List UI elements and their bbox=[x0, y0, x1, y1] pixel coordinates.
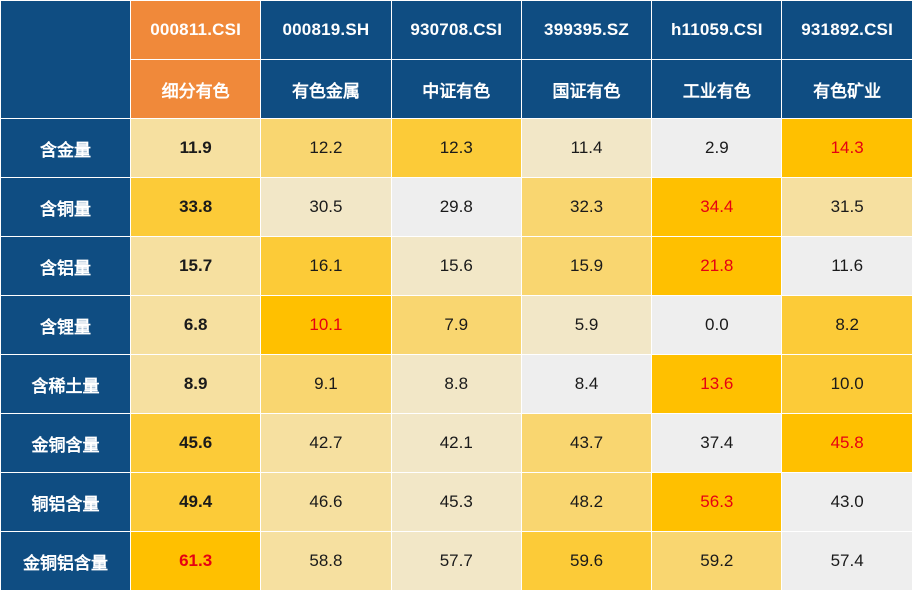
cell-r7-c1: 58.8 bbox=[261, 532, 391, 591]
cell-r3-c5: 8.2 bbox=[782, 296, 912, 355]
header-code-row: 000811.CSI 000819.SH 930708.CSI 399395.S… bbox=[1, 1, 912, 60]
cell-r5-c0: 45.6 bbox=[131, 414, 261, 473]
column-code-4: h11059.CSI bbox=[652, 1, 782, 60]
column-code-0: 000811.CSI bbox=[131, 1, 261, 60]
cell-r5-c2: 42.1 bbox=[391, 414, 521, 473]
cell-r0-c0: 11.9 bbox=[131, 119, 261, 178]
cell-r5-c1: 42.7 bbox=[261, 414, 391, 473]
row-label-7: 金铜铝含量 bbox=[1, 532, 131, 591]
cell-r4-c3: 8.4 bbox=[521, 355, 651, 414]
column-name-0: 细分有色 bbox=[131, 60, 261, 119]
cell-r2-c5: 11.6 bbox=[782, 237, 912, 296]
row-label-5: 金铜含量 bbox=[1, 414, 131, 473]
cell-r3-c1: 10.1 bbox=[261, 296, 391, 355]
cell-r0-c4: 2.9 bbox=[652, 119, 782, 178]
column-name-1: 有色金属 bbox=[261, 60, 391, 119]
column-name-4: 工业有色 bbox=[652, 60, 782, 119]
row-label-4: 含稀土量 bbox=[1, 355, 131, 414]
cell-r7-c0: 61.3 bbox=[131, 532, 261, 591]
corner-cell bbox=[1, 1, 131, 119]
cell-r5-c4: 37.4 bbox=[652, 414, 782, 473]
cell-r0-c2: 12.3 bbox=[391, 119, 521, 178]
row-label-6: 铜铝含量 bbox=[1, 473, 131, 532]
cell-r4-c0: 8.9 bbox=[131, 355, 261, 414]
column-code-2: 930708.CSI bbox=[391, 1, 521, 60]
header-name-row: 细分有色 有色金属 中证有色 国证有色 工业有色 有色矿业 bbox=[1, 60, 912, 119]
row-label-1: 含铜量 bbox=[1, 178, 131, 237]
cell-r7-c3: 59.6 bbox=[521, 532, 651, 591]
cell-r4-c4: 13.6 bbox=[652, 355, 782, 414]
cell-r0-c5: 14.3 bbox=[782, 119, 912, 178]
cell-r1-c3: 32.3 bbox=[521, 178, 651, 237]
cell-r6-c2: 45.3 bbox=[391, 473, 521, 532]
cell-r3-c4: 0.0 bbox=[652, 296, 782, 355]
cell-r6-c4: 56.3 bbox=[652, 473, 782, 532]
column-name-3: 国证有色 bbox=[521, 60, 651, 119]
cell-r2-c0: 15.7 bbox=[131, 237, 261, 296]
cell-r6-c0: 49.4 bbox=[131, 473, 261, 532]
cell-r6-c1: 46.6 bbox=[261, 473, 391, 532]
cell-r2-c3: 15.9 bbox=[521, 237, 651, 296]
cell-r5-c5: 45.8 bbox=[782, 414, 912, 473]
cell-r1-c2: 29.8 bbox=[391, 178, 521, 237]
cell-r7-c5: 57.4 bbox=[782, 532, 912, 591]
cell-r1-c1: 30.5 bbox=[261, 178, 391, 237]
cell-r1-c0: 33.8 bbox=[131, 178, 261, 237]
cell-r7-c4: 59.2 bbox=[652, 532, 782, 591]
cell-r6-c5: 43.0 bbox=[782, 473, 912, 532]
row-label-0: 含金量 bbox=[1, 119, 131, 178]
column-code-5: 931892.CSI bbox=[782, 1, 912, 60]
cell-r3-c0: 6.8 bbox=[131, 296, 261, 355]
cell-r0-c1: 12.2 bbox=[261, 119, 391, 178]
cell-r4-c5: 10.0 bbox=[782, 355, 912, 414]
cell-r2-c1: 16.1 bbox=[261, 237, 391, 296]
cell-r6-c3: 48.2 bbox=[521, 473, 651, 532]
cell-r3-c3: 5.9 bbox=[521, 296, 651, 355]
cell-r3-c2: 7.9 bbox=[391, 296, 521, 355]
row-label-2: 含铝量 bbox=[1, 237, 131, 296]
row-label-3: 含锂量 bbox=[1, 296, 131, 355]
column-name-5: 有色矿业 bbox=[782, 60, 912, 119]
cell-r4-c2: 8.8 bbox=[391, 355, 521, 414]
column-code-3: 399395.SZ bbox=[521, 1, 651, 60]
cell-r1-c5: 31.5 bbox=[782, 178, 912, 237]
cell-r4-c1: 9.1 bbox=[261, 355, 391, 414]
cell-r2-c4: 21.8 bbox=[652, 237, 782, 296]
cell-r7-c2: 57.7 bbox=[391, 532, 521, 591]
cell-r5-c3: 43.7 bbox=[521, 414, 651, 473]
cell-r2-c2: 15.6 bbox=[391, 237, 521, 296]
cell-r1-c4: 34.4 bbox=[652, 178, 782, 237]
cell-r0-c3: 11.4 bbox=[521, 119, 651, 178]
column-name-2: 中证有色 bbox=[391, 60, 521, 119]
column-code-1: 000819.SH bbox=[261, 1, 391, 60]
